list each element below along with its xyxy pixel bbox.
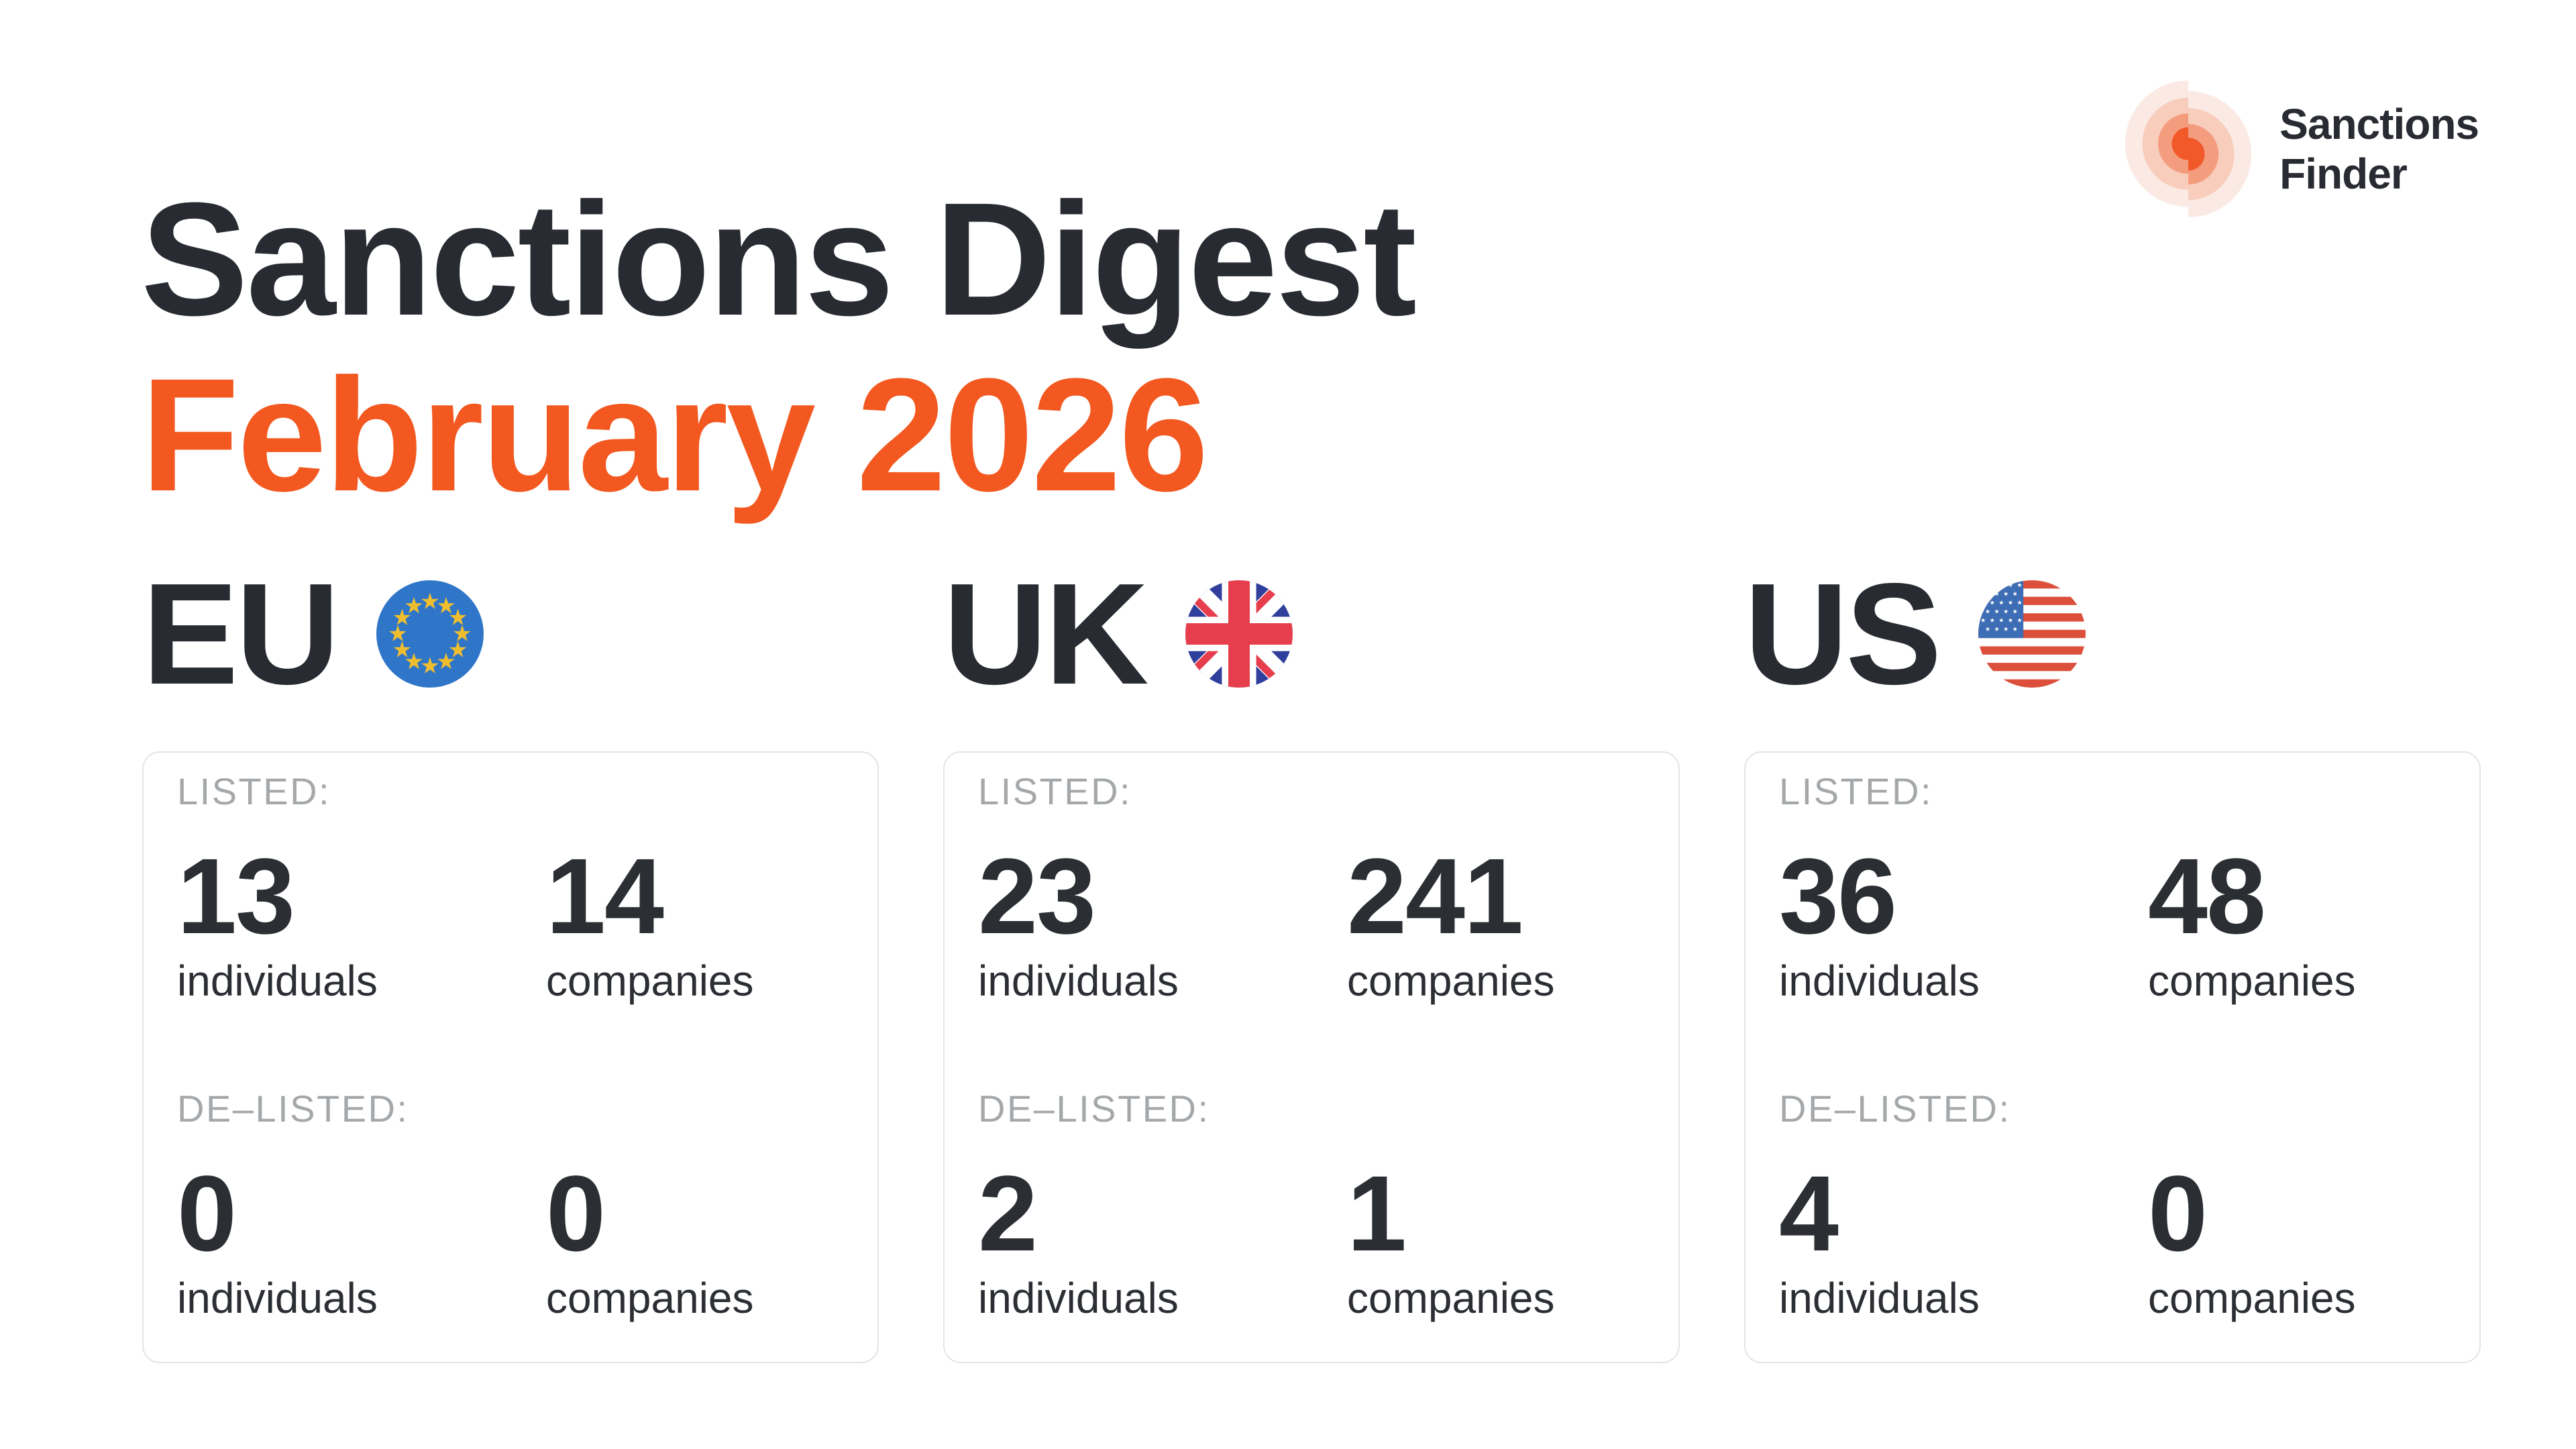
jurisdiction-header: US bbox=[1744, 561, 2481, 706]
stat-listed-individuals: 13 individuals bbox=[177, 842, 546, 1006]
title-line-1: Sanctions Digest bbox=[141, 168, 1417, 349]
individuals-unit-label: individuals bbox=[1779, 957, 1980, 1005]
companies-unit-label: companies bbox=[1347, 1274, 1555, 1322]
sanctions-finder-logo-icon bbox=[2123, 79, 2254, 219]
listed-companies-count: 14 bbox=[546, 836, 664, 956]
brand-logo: Sanctions Finder bbox=[2123, 79, 2479, 219]
companies-unit-label: companies bbox=[2148, 957, 2356, 1005]
jurisdictions-row: EU bbox=[142, 561, 2481, 1363]
individuals-unit-label: individuals bbox=[177, 1274, 378, 1322]
uk-flag-icon bbox=[1185, 580, 1293, 688]
listed-label: LISTED: bbox=[978, 770, 1132, 812]
stat-listed-companies: 48 companies bbox=[2148, 842, 2446, 1006]
listed-label: LISTED: bbox=[1779, 770, 1933, 812]
listed-stats-row: 36 individuals 48 companies bbox=[1779, 842, 2446, 1006]
delisted-individuals-count: 2 bbox=[978, 1153, 1038, 1273]
listed-stats-row: 23 individuals 241 companies bbox=[978, 842, 1645, 1006]
delisted-companies-count: 1 bbox=[1347, 1153, 1407, 1273]
delisted-label: DE–LISTED: bbox=[978, 1087, 1210, 1130]
delisted-label: DE–LISTED: bbox=[1779, 1087, 2011, 1130]
stat-delisted-companies: 0 companies bbox=[2148, 1159, 2446, 1323]
page-title: Sanctions Digest February 2026 bbox=[141, 168, 1417, 525]
title-line-2: February 2026 bbox=[141, 344, 1209, 525]
stat-delisted-individuals: 0 individuals bbox=[177, 1159, 546, 1323]
delisted-individuals-count: 4 bbox=[1779, 1153, 1839, 1273]
listed-stats-row: 13 individuals 14 companies bbox=[177, 842, 844, 1006]
stat-delisted-companies: 0 companies bbox=[546, 1159, 844, 1323]
delisted-individuals-count: 0 bbox=[177, 1153, 237, 1273]
jurisdiction-column-uk: UK LISTED: bbox=[943, 561, 1680, 1363]
jurisdiction-code: UK bbox=[943, 553, 1149, 714]
jurisdiction-header: EU bbox=[142, 561, 879, 706]
stat-listed-companies: 14 companies bbox=[546, 842, 844, 1006]
listed-companies-count: 241 bbox=[1347, 836, 1523, 956]
delisted-companies-count: 0 bbox=[2148, 1153, 2208, 1273]
listed-individuals-count: 36 bbox=[1779, 836, 1897, 956]
listed-individuals-count: 23 bbox=[978, 836, 1096, 956]
individuals-unit-label: individuals bbox=[978, 957, 1179, 1005]
eu-flag-icon bbox=[376, 580, 484, 688]
stat-listed-companies: 241 companies bbox=[1347, 842, 1645, 1006]
jurisdiction-column-eu: EU bbox=[142, 561, 879, 1363]
delisted-companies-count: 0 bbox=[546, 1153, 606, 1273]
stat-delisted-individuals: 2 individuals bbox=[978, 1159, 1347, 1323]
jurisdiction-code: EU bbox=[142, 553, 340, 714]
individuals-unit-label: individuals bbox=[978, 1274, 1179, 1322]
listed-companies-count: 48 bbox=[2148, 836, 2266, 956]
jurisdiction-header: UK bbox=[943, 561, 1680, 706]
stats-card: LISTED: 13 individuals 14 companies DE–L… bbox=[142, 751, 879, 1363]
jurisdiction-code: US bbox=[1744, 553, 1942, 714]
companies-unit-label: companies bbox=[1347, 957, 1555, 1005]
delisted-stats-row: 4 individuals 0 companies bbox=[1779, 1159, 2446, 1323]
companies-unit-label: companies bbox=[546, 1274, 754, 1322]
companies-unit-label: companies bbox=[546, 957, 754, 1005]
individuals-unit-label: individuals bbox=[177, 957, 378, 1005]
delisted-stats-row: 0 individuals 0 companies bbox=[177, 1159, 844, 1323]
stat-listed-individuals: 23 individuals bbox=[978, 842, 1347, 1006]
stat-delisted-companies: 1 companies bbox=[1347, 1159, 1645, 1323]
stats-card: LISTED: 36 individuals 48 companies DE–L… bbox=[1744, 751, 2481, 1363]
brand-name: Sanctions Finder bbox=[2279, 99, 2479, 199]
brand-name-line-2: Finder bbox=[2279, 150, 2408, 198]
us-flag-icon bbox=[1978, 580, 2086, 688]
stat-listed-individuals: 36 individuals bbox=[1779, 842, 2148, 1006]
stat-delisted-individuals: 4 individuals bbox=[1779, 1159, 2148, 1323]
stats-card: LISTED: 23 individuals 241 companies DE–… bbox=[943, 751, 1680, 1363]
individuals-unit-label: individuals bbox=[1779, 1274, 1980, 1322]
jurisdiction-column-us: US bbox=[1744, 561, 2481, 1363]
delisted-stats-row: 2 individuals 1 companies bbox=[978, 1159, 1645, 1323]
listed-individuals-count: 13 bbox=[177, 836, 295, 956]
delisted-label: DE–LISTED: bbox=[177, 1087, 409, 1130]
companies-unit-label: companies bbox=[2148, 1274, 2356, 1322]
listed-label: LISTED: bbox=[177, 770, 331, 812]
brand-name-line-1: Sanctions bbox=[2279, 100, 2479, 148]
